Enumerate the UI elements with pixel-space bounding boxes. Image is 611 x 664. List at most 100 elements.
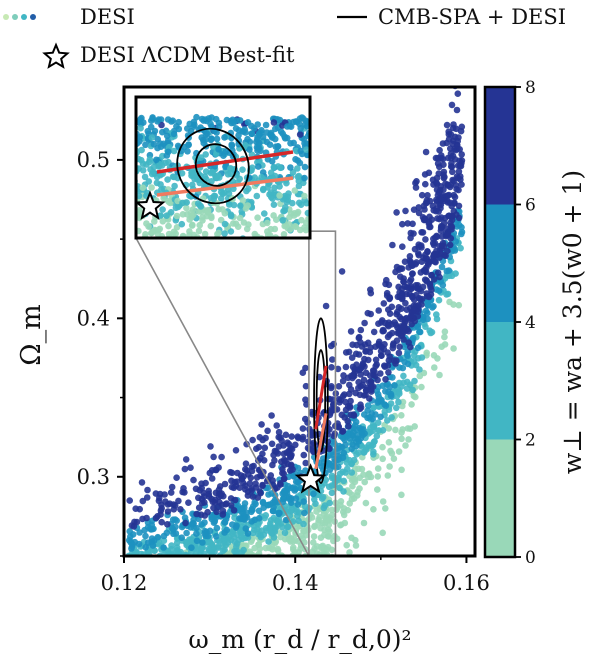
scatter-point [259, 586, 266, 593]
scatter-point [230, 578, 237, 585]
scatter-point [154, 611, 161, 618]
scatter-point [178, 571, 185, 578]
scatter-point [374, 465, 382, 472]
inset-scatter-point [145, 223, 152, 230]
scatter-point [283, 559, 290, 566]
scatter-point [446, 241, 454, 249]
scatter-point [216, 574, 223, 581]
scatter-point [143, 514, 150, 522]
scatter-point [264, 427, 271, 435]
inset-scatter-point [270, 163, 278, 171]
scatter-point [430, 207, 438, 214]
inset-scatter-point [142, 231, 149, 238]
scatter-point [183, 563, 190, 570]
scatter-point [161, 569, 168, 576]
scatter-point [450, 121, 457, 128]
scatter-point [185, 617, 192, 624]
scatter-point [337, 521, 344, 529]
scatter-point [452, 238, 460, 245]
scatter-point [162, 642, 169, 649]
scatter-point [137, 562, 144, 569]
scatter-point [215, 570, 222, 577]
scatter-point [290, 544, 297, 551]
scatter-point [442, 79, 449, 86]
scatter-point [434, 269, 442, 277]
scatter-point [242, 608, 249, 615]
scatter-point [364, 402, 372, 409]
scatter-point [218, 568, 225, 575]
inset-scatter-point [270, 119, 278, 126]
scatter-point [130, 562, 137, 569]
scatter-point [235, 575, 242, 582]
scatter-point [380, 300, 388, 307]
inset-scatter-point [210, 195, 218, 203]
scatter-point [440, 168, 448, 176]
scatter-point [336, 470, 344, 478]
scatter-point [355, 449, 362, 456]
scatter-point [159, 561, 166, 568]
scatter-point [402, 442, 409, 449]
scatter-point [244, 492, 252, 499]
scatter-point [182, 562, 189, 569]
scatter-point [206, 588, 213, 595]
scatter-point [148, 598, 155, 605]
scatter-point [202, 479, 209, 487]
scatter-point [445, 191, 453, 199]
inset-scatter-point [159, 206, 166, 213]
scatter-point [152, 618, 159, 625]
scatter-point [129, 615, 136, 622]
scatter-point [135, 540, 143, 548]
scatter-point [146, 595, 153, 602]
scatter-point [258, 600, 265, 607]
scatter-point [413, 284, 421, 292]
scatter-point [131, 561, 138, 568]
scatter-point [340, 511, 348, 519]
scatter-point [363, 384, 371, 392]
scatter-point [450, 177, 458, 185]
scatter-point [281, 461, 288, 469]
inset-scatter-point [279, 217, 287, 224]
scatter-point [348, 372, 355, 380]
scatter-point [127, 559, 134, 566]
scatter-point [390, 455, 398, 463]
scatter-point [213, 598, 220, 605]
scatter-point [189, 519, 197, 527]
scatter-point [321, 526, 328, 534]
scatter-point [167, 614, 174, 621]
scatter-point [226, 571, 233, 578]
scatter-point [227, 495, 235, 502]
scatter-point [340, 372, 347, 379]
scatter-point [282, 431, 290, 439]
scatter-point [168, 566, 175, 573]
inset-scatter-point [232, 125, 240, 132]
scatter-point [131, 647, 138, 654]
scatter-point [244, 585, 251, 592]
scatter-point [160, 596, 167, 603]
scatter-point [183, 566, 190, 573]
scatter-point [355, 384, 362, 392]
scatter-point [238, 533, 245, 540]
scatter-point [242, 525, 250, 532]
scatter-point [205, 562, 212, 569]
scatter-point [455, 77, 462, 84]
inset-scatter-point [163, 212, 170, 219]
scatter-point [274, 545, 282, 553]
scatter-point [187, 616, 194, 623]
scatter-point [415, 209, 423, 217]
scatter-point [416, 372, 424, 380]
scatter-point [302, 382, 310, 390]
red-lines [314, 365, 328, 470]
scatter-point [146, 559, 153, 566]
inset-scatter-point [184, 148, 191, 155]
inset-scatter-point [159, 128, 166, 136]
inset-scatter-point [195, 227, 203, 235]
inset-scatter-point [243, 187, 250, 195]
scatter-point [246, 597, 253, 604]
inset-scatter-point [294, 165, 301, 172]
legend-star-label: DESI ΛCDM Best-fit [80, 43, 295, 67]
scatter-point [401, 343, 408, 351]
inset-scatter-point [281, 207, 289, 214]
scatter-point [230, 582, 237, 589]
scatter-point [227, 595, 234, 602]
x-axis-ticks: 0.12 0.14 0.16 [101, 556, 490, 595]
